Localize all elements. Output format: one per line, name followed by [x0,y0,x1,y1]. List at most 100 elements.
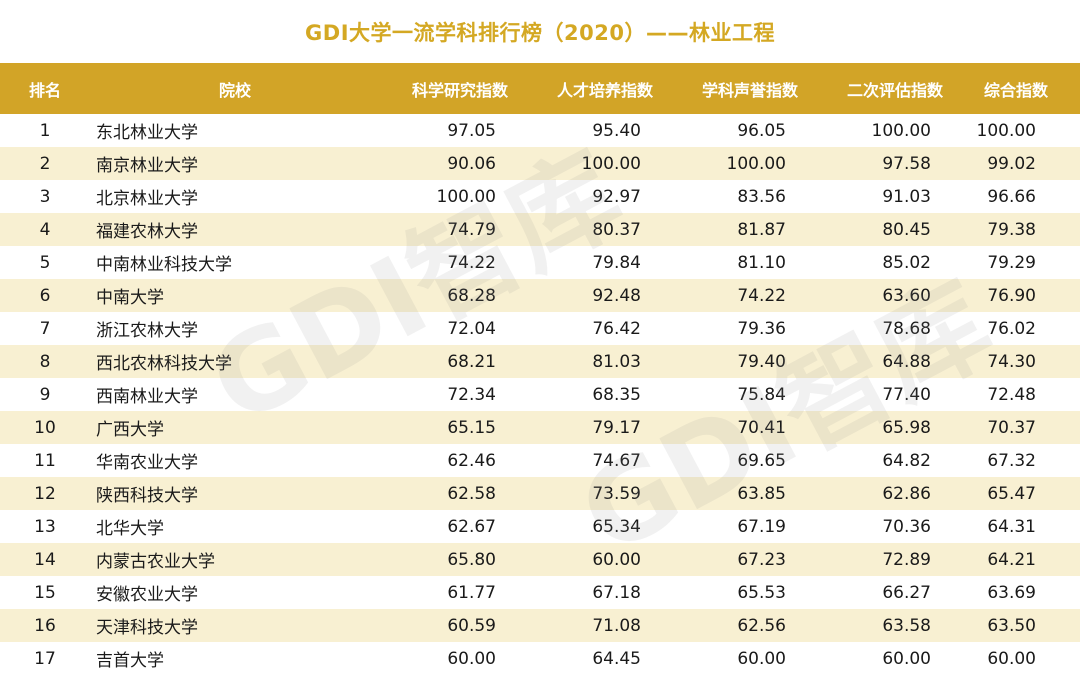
cell-research-index: 72.34 [380,378,530,411]
table-row: 16 天津科技大学 60.59 71.08 62.56 63.58 63.50 [0,609,1080,642]
page-title: GDI大学一流学科排行榜（2020）——林业工程 [305,17,775,47]
cell-reputation-index: 63.85 [675,477,820,510]
table-row: 11 华南农业大学 62.46 74.67 69.65 64.82 67.32 [0,444,1080,477]
cell-rank: 8 [0,345,90,378]
cell-talent-index: 79.17 [530,411,675,444]
table-row: 10 广西大学 65.15 79.17 70.41 65.98 70.37 [0,411,1080,444]
header-rank: 排名 [0,63,90,114]
cell-reputation-index: 81.87 [675,213,820,246]
cell-research-index: 90.06 [380,147,530,180]
cell-secondary-index: 62.86 [820,477,965,510]
cell-rank: 6 [0,279,90,312]
cell-reputation-index: 62.56 [675,609,820,642]
cell-rank: 2 [0,147,90,180]
cell-overall-index: 67.32 [965,444,1080,477]
cell-research-index: 60.00 [380,642,530,675]
cell-overall-index: 63.50 [965,609,1080,642]
cell-secondary-index: 91.03 [820,180,965,213]
cell-overall-index: 96.66 [965,180,1080,213]
cell-reputation-index: 96.05 [675,114,820,147]
cell-secondary-index: 64.88 [820,345,965,378]
cell-research-index: 74.22 [380,246,530,279]
cell-school: 西南林业大学 [90,378,380,411]
cell-talent-index: 64.45 [530,642,675,675]
cell-rank: 11 [0,444,90,477]
table-row: 3 北京林业大学 100.00 92.97 83.56 91.03 96.66 [0,180,1080,213]
table-row: 7 浙江农林大学 72.04 76.42 79.36 78.68 76.02 [0,312,1080,345]
cell-reputation-index: 75.84 [675,378,820,411]
cell-reputation-index: 79.36 [675,312,820,345]
header-talent-index: 人才培养指数 [530,63,675,114]
cell-talent-index: 74.67 [530,444,675,477]
cell-school: 福建农林大学 [90,213,380,246]
cell-research-index: 65.80 [380,543,530,576]
cell-research-index: 62.58 [380,477,530,510]
table-row: 17 吉首大学 60.00 64.45 60.00 60.00 60.00 [0,642,1080,675]
cell-school: 内蒙古农业大学 [90,543,380,576]
cell-overall-index: 64.31 [965,510,1080,543]
header-overall-index: 综合指数 [965,63,1080,114]
cell-reputation-index: 67.19 [675,510,820,543]
cell-school: 陕西科技大学 [90,477,380,510]
cell-talent-index: 73.59 [530,477,675,510]
cell-overall-index: 70.37 [965,411,1080,444]
cell-overall-index: 99.02 [965,147,1080,180]
cell-secondary-index: 80.45 [820,213,965,246]
cell-rank: 9 [0,378,90,411]
cell-overall-index: 60.00 [965,642,1080,675]
cell-talent-index: 80.37 [530,213,675,246]
cell-reputation-index: 60.00 [675,642,820,675]
cell-research-index: 72.04 [380,312,530,345]
cell-rank: 4 [0,213,90,246]
cell-rank: 13 [0,510,90,543]
cell-overall-index: 100.00 [965,114,1080,147]
cell-secondary-index: 72.89 [820,543,965,576]
cell-research-index: 100.00 [380,180,530,213]
header-secondary-index: 二次评估指数 [820,63,965,114]
cell-school: 北京林业大学 [90,180,380,213]
cell-secondary-index: 97.58 [820,147,965,180]
table-row: 14 内蒙古农业大学 65.80 60.00 67.23 72.89 64.21 [0,543,1080,576]
cell-reputation-index: 69.65 [675,444,820,477]
cell-overall-index: 76.02 [965,312,1080,345]
table-row: 15 安徽农业大学 61.77 67.18 65.53 66.27 63.69 [0,576,1080,609]
cell-reputation-index: 83.56 [675,180,820,213]
cell-talent-index: 76.42 [530,312,675,345]
cell-rank: 1 [0,114,90,147]
cell-talent-index: 100.00 [530,147,675,180]
table-row: 9 西南林业大学 72.34 68.35 75.84 77.40 72.48 [0,378,1080,411]
cell-secondary-index: 65.98 [820,411,965,444]
cell-talent-index: 65.34 [530,510,675,543]
cell-research-index: 74.79 [380,213,530,246]
cell-secondary-index: 64.82 [820,444,965,477]
cell-overall-index: 63.69 [965,576,1080,609]
cell-reputation-index: 70.41 [675,411,820,444]
cell-secondary-index: 70.36 [820,510,965,543]
cell-overall-index: 64.21 [965,543,1080,576]
table-row: 2 南京林业大学 90.06 100.00 100.00 97.58 99.02 [0,147,1080,180]
cell-school: 浙江农林大学 [90,312,380,345]
cell-reputation-index: 67.23 [675,543,820,576]
cell-reputation-index: 79.40 [675,345,820,378]
cell-reputation-index: 74.22 [675,279,820,312]
cell-research-index: 62.67 [380,510,530,543]
cell-overall-index: 79.29 [965,246,1080,279]
cell-school: 广西大学 [90,411,380,444]
header-school: 院校 [90,63,380,114]
cell-overall-index: 74.30 [965,345,1080,378]
table-body: 1 东北林业大学 97.05 95.40 96.05 100.00 100.00 2 南京林业大… [0,114,1080,675]
cell-secondary-index: 63.58 [820,609,965,642]
table-row: 1 东北林业大学 97.05 95.40 96.05 100.00 100.00 [0,114,1080,147]
header-reputation-index: 学科声誉指数 [675,63,820,114]
title-bar: GDI大学一流学科排行榜（2020）——林业工程 [0,0,1080,63]
cell-rank: 14 [0,543,90,576]
cell-secondary-index: 66.27 [820,576,965,609]
cell-school: 南京林业大学 [90,147,380,180]
cell-reputation-index: 100.00 [675,147,820,180]
cell-research-index: 61.77 [380,576,530,609]
cell-overall-index: 79.38 [965,213,1080,246]
cell-talent-index: 67.18 [530,576,675,609]
cell-school: 东北林业大学 [90,114,380,147]
cell-school: 西北农林科技大学 [90,345,380,378]
table-row: 8 西北农林科技大学 68.21 81.03 79.40 64.88 74.30 [0,345,1080,378]
